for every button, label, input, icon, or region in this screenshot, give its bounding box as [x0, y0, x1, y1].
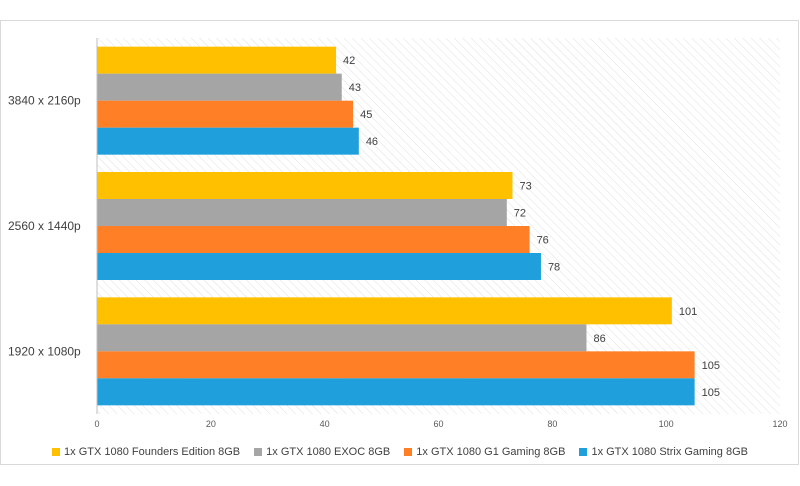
bar [97, 73, 342, 101]
category-label: 1920 x 1080p [8, 344, 81, 358]
bar [97, 297, 672, 325]
legend-swatch [254, 448, 263, 456]
data-label: 73 [519, 181, 531, 193]
category-label: 3840 x 2160p [8, 94, 81, 108]
data-label: 43 [349, 82, 361, 94]
x-tick-label: 0 [94, 419, 99, 429]
x-tick-label: 20 [206, 419, 216, 429]
data-label: 76 [537, 235, 549, 247]
legend-item: 1x GTX 1080 Strix Gaming 8GB [579, 446, 748, 458]
bar [97, 324, 587, 352]
bar [97, 253, 541, 280]
bar [97, 127, 359, 155]
bar [97, 378, 695, 406]
legend-label: 1x GTX 1080 G1 Gaming 8GB [416, 446, 566, 458]
legend-label: 1x GTX 1080 EXOC 8GB [266, 446, 391, 458]
bar [97, 351, 695, 379]
bar [97, 226, 530, 253]
legend-item: 1x GTX 1080 Founders Edition 8GB [52, 446, 240, 458]
x-tick-label: 80 [547, 419, 557, 429]
legend: 1x GTX 1080 Founders Edition 8GB 1x GTX 1… [0, 441, 800, 463]
bar [97, 46, 337, 74]
legend-item: 1x GTX 1080 EXOC 8GB [254, 446, 390, 458]
bar [97, 100, 354, 128]
legend-label: 1x GTX 1080 Strix Gaming 8GB [591, 446, 748, 458]
x-tick-label: 60 [433, 419, 443, 429]
data-label: 105 [702, 387, 720, 399]
data-label: 78 [548, 262, 560, 274]
x-tick-label: 100 [659, 419, 674, 429]
data-label: 42 [343, 55, 355, 67]
data-label: 46 [366, 136, 378, 148]
legend-swatch [52, 448, 61, 456]
legend-swatch [404, 448, 413, 456]
data-label: 101 [679, 306, 697, 318]
data-label: 86 [593, 333, 605, 345]
legend-item: 1x GTX 1080 G1 Gaming 8GB [404, 446, 565, 458]
category-label: 2560 x 1440p [8, 219, 81, 233]
bar [97, 172, 513, 199]
data-label: 72 [514, 208, 526, 220]
legend-swatch [579, 448, 588, 456]
bar [97, 199, 507, 226]
x-tick-label: 120 [772, 419, 787, 429]
data-label: 45 [360, 109, 372, 121]
legend-label: 1x GTX 1080 Founders Edition 8GB [64, 446, 241, 458]
data-label: 105 [702, 360, 720, 372]
x-tick-label: 40 [320, 419, 330, 429]
